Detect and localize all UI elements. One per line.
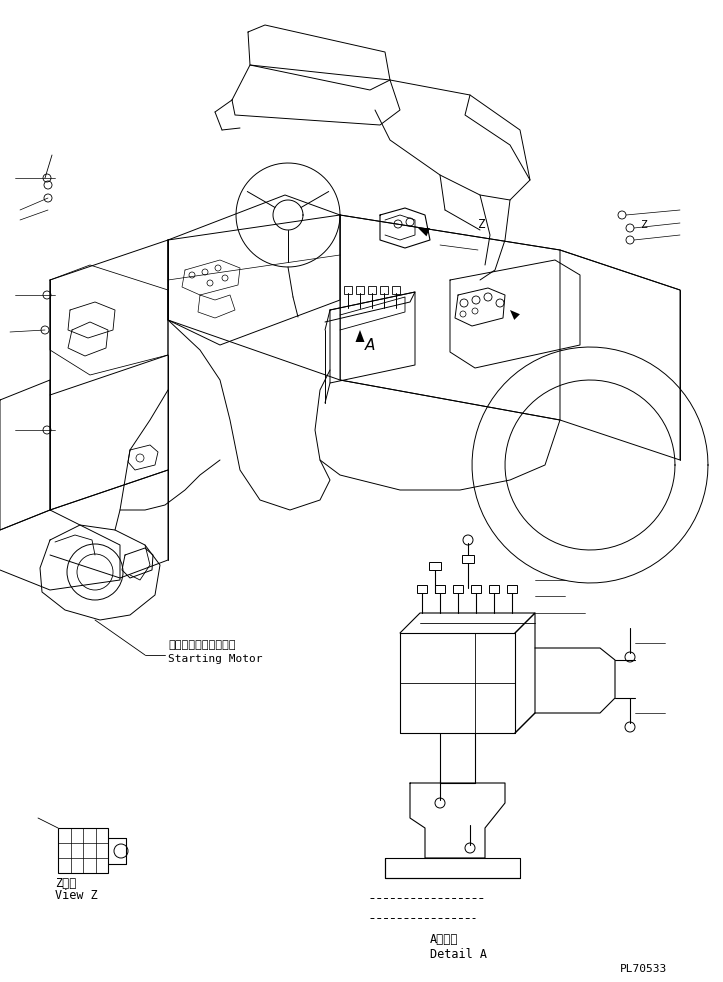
- Bar: [453, 585, 463, 593]
- Text: Z: Z: [478, 218, 486, 231]
- Text: スターティングモータ: スターティングモータ: [168, 640, 236, 650]
- Polygon shape: [510, 310, 520, 320]
- Polygon shape: [418, 228, 430, 237]
- Text: A: A: [365, 338, 375, 353]
- Bar: [429, 562, 441, 570]
- Bar: [368, 286, 376, 294]
- Text: Starting Motor: Starting Motor: [168, 654, 262, 664]
- Bar: [392, 286, 400, 294]
- Bar: [58, 828, 108, 873]
- Bar: [417, 585, 427, 593]
- Bar: [507, 585, 517, 593]
- Text: PL70533: PL70533: [620, 964, 667, 974]
- Bar: [380, 286, 388, 294]
- Text: Z: Z: [640, 220, 647, 230]
- Bar: [489, 585, 499, 593]
- Text: Z　視: Z 視: [55, 877, 77, 890]
- Polygon shape: [356, 330, 364, 342]
- Bar: [435, 585, 445, 593]
- Text: Detail A: Detail A: [430, 948, 487, 961]
- Bar: [356, 286, 364, 294]
- Bar: [471, 585, 481, 593]
- Bar: [462, 555, 474, 563]
- Text: A　詳細: A 詳細: [430, 933, 458, 946]
- Bar: [344, 286, 352, 294]
- Text: View Z: View Z: [55, 889, 98, 902]
